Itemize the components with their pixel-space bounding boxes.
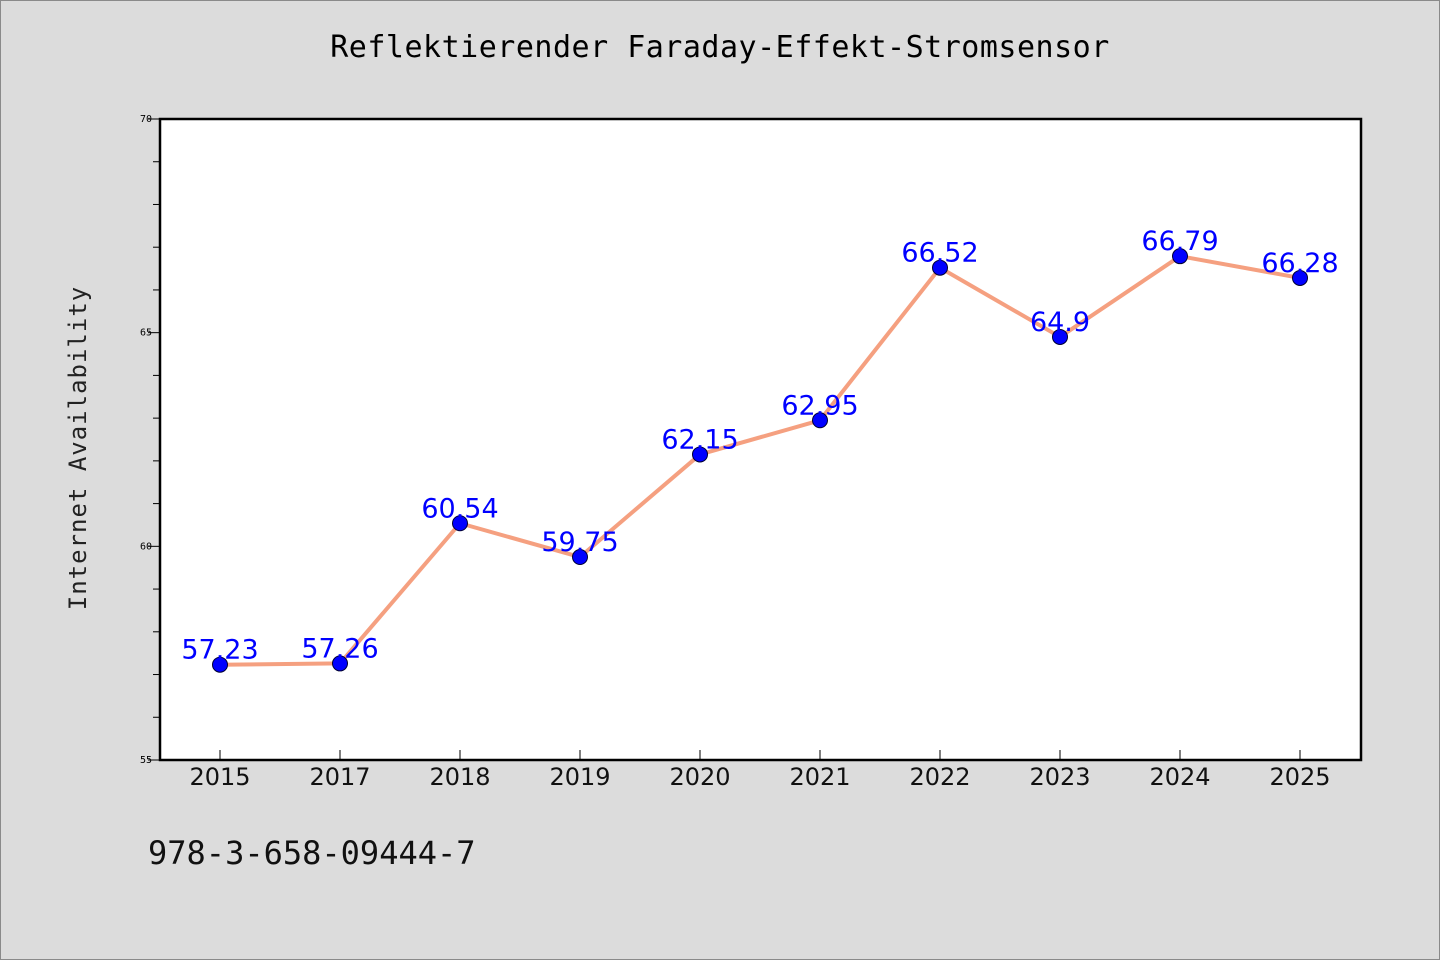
- data-label: 59.75: [541, 527, 618, 558]
- x-tick-label: 2019: [549, 763, 610, 791]
- data-points: [212, 248, 1308, 673]
- x-tick-label: 2020: [669, 763, 730, 791]
- y-tick-label: 65: [140, 328, 152, 339]
- data-point-marker: [572, 549, 588, 566]
- line-series: [218, 254, 1302, 667]
- y-tick-label: 55: [140, 755, 152, 766]
- data-label: 57.23: [181, 635, 258, 666]
- data-point-marker: [932, 259, 948, 276]
- data-label: 60.54: [421, 493, 498, 524]
- data-point-marker: [332, 655, 348, 672]
- data-point-marker: [212, 656, 228, 673]
- data-label: 62.15: [661, 424, 738, 455]
- isbn-number: 978-3-658-09444-7: [148, 834, 476, 872]
- x-tick-label: 2018: [429, 763, 490, 791]
- data-label: 64.9: [1030, 307, 1090, 338]
- x-tick-label: 2023: [1029, 763, 1090, 791]
- x-tick-label: 2017: [309, 763, 370, 791]
- data-point-marker: [1172, 248, 1188, 265]
- x-tick-label: 2024: [1149, 763, 1210, 791]
- data-label: 57.26: [301, 633, 378, 664]
- data-label: 66.52: [901, 238, 978, 269]
- axis-ticks: 55 60 65 70 2015 2017 2018 2019 2020 2021 2022 2023…: [140, 114, 1331, 791]
- data-point-marker: [692, 446, 708, 463]
- plot-background: [160, 119, 1361, 760]
- data-point-marker: [1292, 269, 1308, 286]
- data-point-marker: [452, 515, 468, 532]
- data-point-marker: [1052, 328, 1068, 345]
- x-tick-label: 2021: [789, 763, 850, 791]
- plot-border: [158, 117, 1363, 762]
- data-label: 66.79: [1141, 226, 1218, 257]
- x-tick-label: 2025: [1269, 763, 1330, 791]
- y-tick-label: 60: [140, 541, 152, 552]
- y-tick-label: 70: [140, 114, 152, 125]
- chart-title: Reflektierender Faraday-Effekt-Stromsens…: [330, 30, 1110, 65]
- data-label: 62.95: [781, 390, 858, 421]
- series-line: [218, 254, 1302, 667]
- x-tick-label: 2022: [909, 763, 970, 791]
- x-tick-label: 2015: [189, 763, 250, 791]
- data-point-marker: [812, 412, 828, 429]
- data-label: 66.28: [1261, 248, 1338, 279]
- data-labels: 57.23 57.26 60.54 59.75 62.15 62.95 66.52 64.9 6…: [181, 226, 1338, 666]
